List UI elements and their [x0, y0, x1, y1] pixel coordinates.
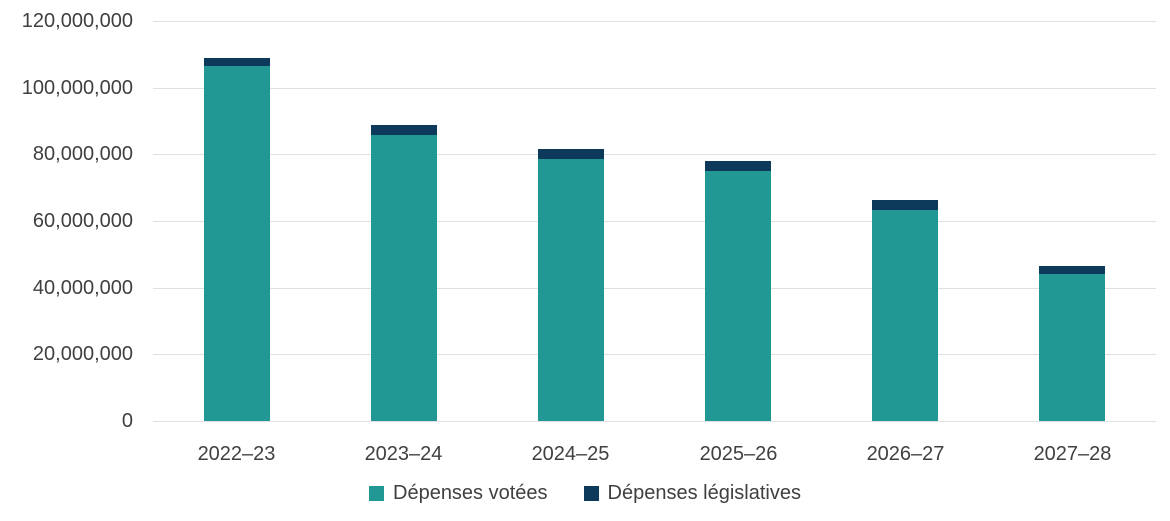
gridline — [153, 288, 1156, 289]
x-tick-label: 2026–27 — [866, 443, 945, 465]
legend-label: Dépenses votées — [393, 482, 548, 504]
gridline — [153, 88, 1156, 89]
legend-item: Dépenses législatives — [583, 481, 801, 505]
y-tick-label: 100,000,000 — [21, 77, 133, 99]
bar-segment-votees — [872, 209, 938, 421]
gridline — [153, 154, 1156, 155]
y-tick-label: 20,000,000 — [32, 343, 133, 365]
bar-segment-legislatives — [872, 199, 938, 210]
bar-segment-legislatives — [705, 160, 771, 171]
gridline — [153, 221, 1156, 222]
x-axis: 2022–23 2023–24 2024–25 2025–26 2026–27 2027–… — [153, 442, 1156, 468]
y-tick-label: 0 — [121, 410, 133, 432]
legend-swatch-icon — [369, 485, 384, 501]
bar-segment-votees — [1039, 273, 1105, 421]
gridline — [153, 354, 1156, 355]
bar-segment-votees — [371, 135, 437, 421]
legend-label: Dépenses législatives — [607, 482, 801, 504]
bar-segment-votees — [538, 159, 604, 421]
legend: Dépenses votées Dépenses législatives — [0, 481, 1170, 505]
y-tick-label: 120,000,000 — [21, 10, 133, 32]
bar-segment-legislatives — [204, 57, 270, 66]
bar-segment-legislatives — [538, 148, 604, 160]
y-tick-label: 40,000,000 — [32, 277, 133, 299]
legend-item: Dépenses votées — [369, 481, 548, 505]
x-tick-label: 2024–25 — [531, 443, 610, 465]
gridline — [153, 421, 1156, 422]
bar-segment-votees — [705, 171, 771, 421]
bar-segment-votees — [204, 66, 270, 421]
legend-swatch-icon — [583, 485, 599, 501]
plot-area — [153, 21, 1156, 422]
bar-segment-legislatives — [371, 125, 437, 136]
x-tick-label: 2022–23 — [197, 443, 276, 465]
gridline — [153, 21, 1156, 22]
y-axis: 0 20,000,000 40,000,000 60,000,000 80,000,00… — [0, 0, 133, 521]
x-tick-label: 2023–24 — [364, 443, 443, 465]
bar-segment-legislatives — [1039, 265, 1105, 274]
y-tick-label: 80,000,000 — [32, 143, 133, 165]
x-tick-label: 2027–28 — [1033, 443, 1112, 465]
x-tick-label: 2025–26 — [699, 443, 778, 465]
y-tick-label: 60,000,000 — [32, 210, 133, 232]
